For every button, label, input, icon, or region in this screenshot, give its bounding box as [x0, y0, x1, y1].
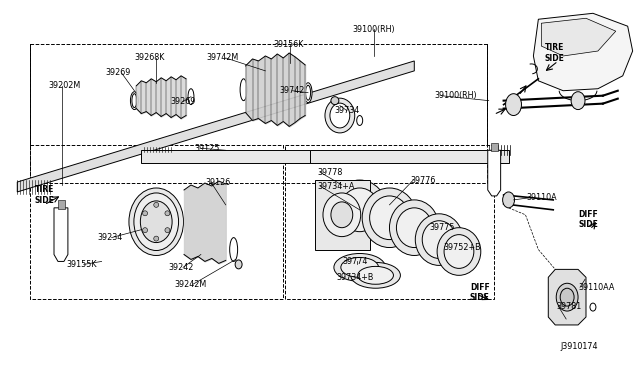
Ellipse shape	[134, 193, 179, 250]
Text: 39242M: 39242M	[175, 280, 207, 289]
Text: 39202M: 39202M	[48, 81, 80, 90]
Ellipse shape	[571, 92, 585, 110]
Polygon shape	[548, 269, 586, 325]
Text: 39269: 39269	[106, 68, 131, 77]
Ellipse shape	[362, 188, 417, 247]
Polygon shape	[315, 180, 370, 250]
Ellipse shape	[330, 103, 350, 128]
Polygon shape	[17, 61, 414, 192]
Ellipse shape	[356, 116, 363, 125]
Text: 39742: 39742	[280, 86, 305, 95]
Ellipse shape	[165, 228, 170, 232]
Text: 39156K: 39156K	[273, 39, 303, 49]
Ellipse shape	[560, 288, 574, 306]
Text: 39100(RH): 39100(RH)	[434, 91, 477, 100]
Text: 39110A: 39110A	[527, 193, 557, 202]
Polygon shape	[54, 208, 68, 262]
Text: 39742M: 39742M	[207, 54, 239, 62]
Text: 39155K: 39155K	[67, 260, 97, 269]
Ellipse shape	[396, 208, 432, 247]
Text: 39734+B: 39734+B	[336, 273, 373, 282]
Text: DIFF
SIDE: DIFF SIDE	[578, 210, 598, 230]
Ellipse shape	[502, 192, 515, 208]
Ellipse shape	[331, 97, 339, 105]
Ellipse shape	[358, 266, 394, 284]
Text: 39781: 39781	[556, 302, 582, 311]
Text: 39734: 39734	[334, 106, 360, 115]
Text: TIRE
SIDE: TIRE SIDE	[544, 43, 564, 63]
Text: 39125: 39125	[194, 144, 220, 153]
Text: 39100(RH): 39100(RH)	[352, 25, 395, 34]
Ellipse shape	[188, 89, 194, 105]
Polygon shape	[310, 150, 509, 163]
Text: 39776: 39776	[410, 176, 436, 185]
Bar	[491, 143, 498, 151]
Polygon shape	[488, 150, 500, 196]
Ellipse shape	[332, 180, 387, 240]
Ellipse shape	[590, 303, 596, 311]
Ellipse shape	[331, 202, 353, 228]
Text: 39778: 39778	[317, 168, 342, 177]
Ellipse shape	[240, 79, 247, 101]
Ellipse shape	[143, 211, 148, 216]
Ellipse shape	[444, 235, 474, 268]
Text: 39269: 39269	[170, 97, 196, 106]
Text: 39110AA: 39110AA	[578, 283, 614, 292]
Polygon shape	[141, 150, 310, 163]
Ellipse shape	[390, 200, 439, 256]
Text: 39734+A: 39734+A	[317, 182, 355, 190]
Text: J3910174: J3910174	[561, 342, 598, 351]
Ellipse shape	[165, 211, 170, 216]
Ellipse shape	[334, 253, 385, 281]
Ellipse shape	[132, 94, 137, 108]
Ellipse shape	[323, 193, 361, 237]
Ellipse shape	[131, 92, 138, 110]
Polygon shape	[533, 13, 633, 91]
Ellipse shape	[351, 262, 401, 288]
Ellipse shape	[140, 201, 172, 243]
Text: 39752+B: 39752+B	[443, 243, 481, 252]
Ellipse shape	[154, 202, 159, 207]
Text: 39775: 39775	[429, 223, 454, 232]
Polygon shape	[541, 18, 616, 56]
Text: 39242: 39242	[168, 263, 194, 272]
Ellipse shape	[154, 236, 159, 241]
Ellipse shape	[129, 188, 184, 256]
Ellipse shape	[370, 196, 410, 240]
Ellipse shape	[325, 98, 355, 133]
Text: 39234: 39234	[97, 233, 122, 242]
Ellipse shape	[340, 188, 380, 232]
Ellipse shape	[306, 85, 310, 100]
Ellipse shape	[304, 83, 312, 103]
Ellipse shape	[143, 228, 148, 232]
Text: 39126: 39126	[206, 177, 231, 186]
Ellipse shape	[506, 94, 522, 116]
Text: 39268K: 39268K	[134, 54, 164, 62]
Ellipse shape	[415, 214, 463, 265]
Ellipse shape	[556, 283, 578, 311]
Text: 39774: 39774	[342, 257, 367, 266]
Ellipse shape	[422, 221, 456, 259]
Ellipse shape	[235, 260, 242, 269]
Ellipse shape	[437, 228, 481, 275]
Bar	[58, 200, 65, 209]
Text: TIRE
SIDE: TIRE SIDE	[34, 185, 54, 205]
Text: DIFF
SIDE: DIFF SIDE	[470, 282, 490, 302]
Ellipse shape	[230, 238, 237, 262]
Ellipse shape	[341, 257, 378, 277]
